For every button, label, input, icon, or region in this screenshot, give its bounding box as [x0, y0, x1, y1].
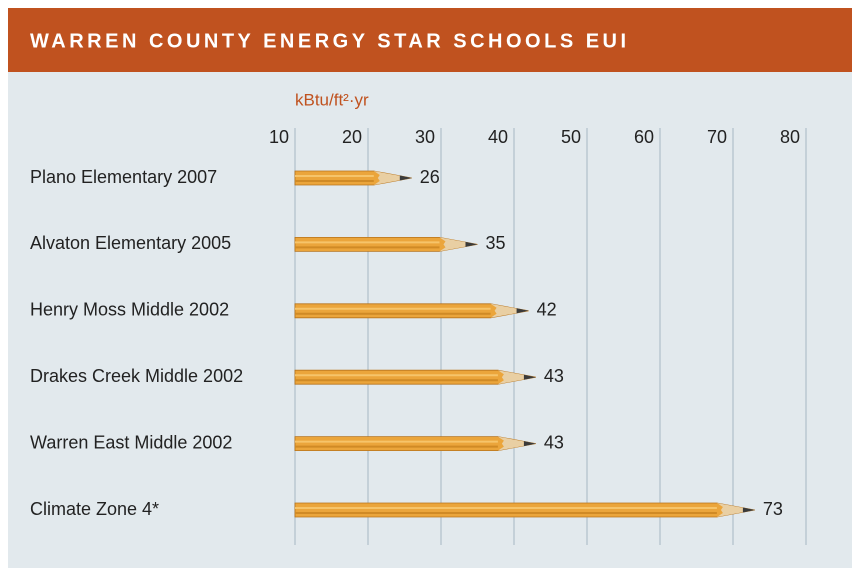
x-tick-label: 30 [415, 127, 435, 147]
value-label: 43 [544, 366, 564, 386]
page: WARREN COUNTY ENERGY STAR SCHOOLS EUI kB… [0, 0, 860, 576]
x-tick-label: 60 [634, 127, 654, 147]
y-tick-label: Alvaton Elementary 2005 [30, 233, 231, 253]
y-tick-label: Warren East Middle 2002 [30, 432, 232, 452]
value-label: 73 [763, 499, 783, 519]
value-label: 26 [420, 167, 440, 187]
x-tick-label: 50 [561, 127, 581, 147]
bar [295, 503, 755, 517]
y-tick-label: Climate Zone 4* [30, 499, 159, 519]
x-axis-label: kBtu/ft²·yr [295, 90, 369, 109]
x-tick-label: 10 [269, 127, 289, 147]
value-label: 43 [544, 432, 564, 452]
y-tick-label: Drakes Creek Middle 2002 [30, 366, 243, 386]
chart-background [8, 8, 852, 568]
value-label: 42 [537, 300, 557, 320]
chart-title: WARREN COUNTY ENERGY STAR SCHOOLS EUI [30, 30, 630, 52]
y-tick-label: Plano Elementary 2007 [30, 167, 217, 187]
value-label: 35 [486, 233, 506, 253]
bar [295, 304, 529, 318]
x-tick-label: 40 [488, 127, 508, 147]
bar [295, 370, 536, 384]
chart: WARREN COUNTY ENERGY STAR SCHOOLS EUI kB… [0, 0, 860, 576]
y-tick-label: Henry Moss Middle 2002 [30, 300, 229, 320]
x-tick-label: 20 [342, 127, 362, 147]
x-tick-label: 80 [780, 127, 800, 147]
bar [295, 437, 536, 451]
x-tick-label: 70 [707, 127, 727, 147]
